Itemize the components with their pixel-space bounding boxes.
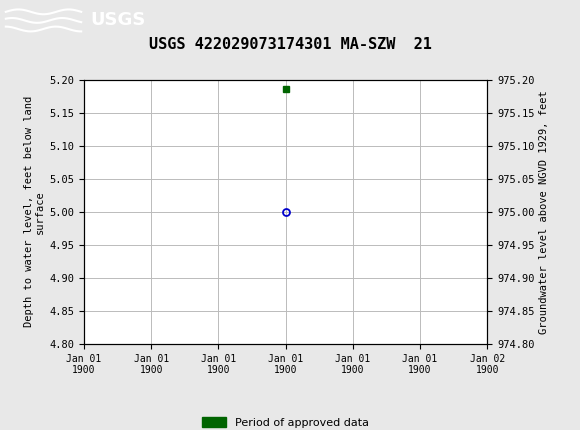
Text: USGS 422029073174301 MA-SZW  21: USGS 422029073174301 MA-SZW 21 (148, 37, 432, 52)
Legend: Period of approved data: Period of approved data (198, 413, 374, 430)
Y-axis label: Groundwater level above NGVD 1929, feet: Groundwater level above NGVD 1929, feet (539, 90, 549, 334)
Text: USGS: USGS (90, 12, 145, 29)
Y-axis label: Depth to water level, feet below land
surface: Depth to water level, feet below land su… (24, 96, 45, 327)
